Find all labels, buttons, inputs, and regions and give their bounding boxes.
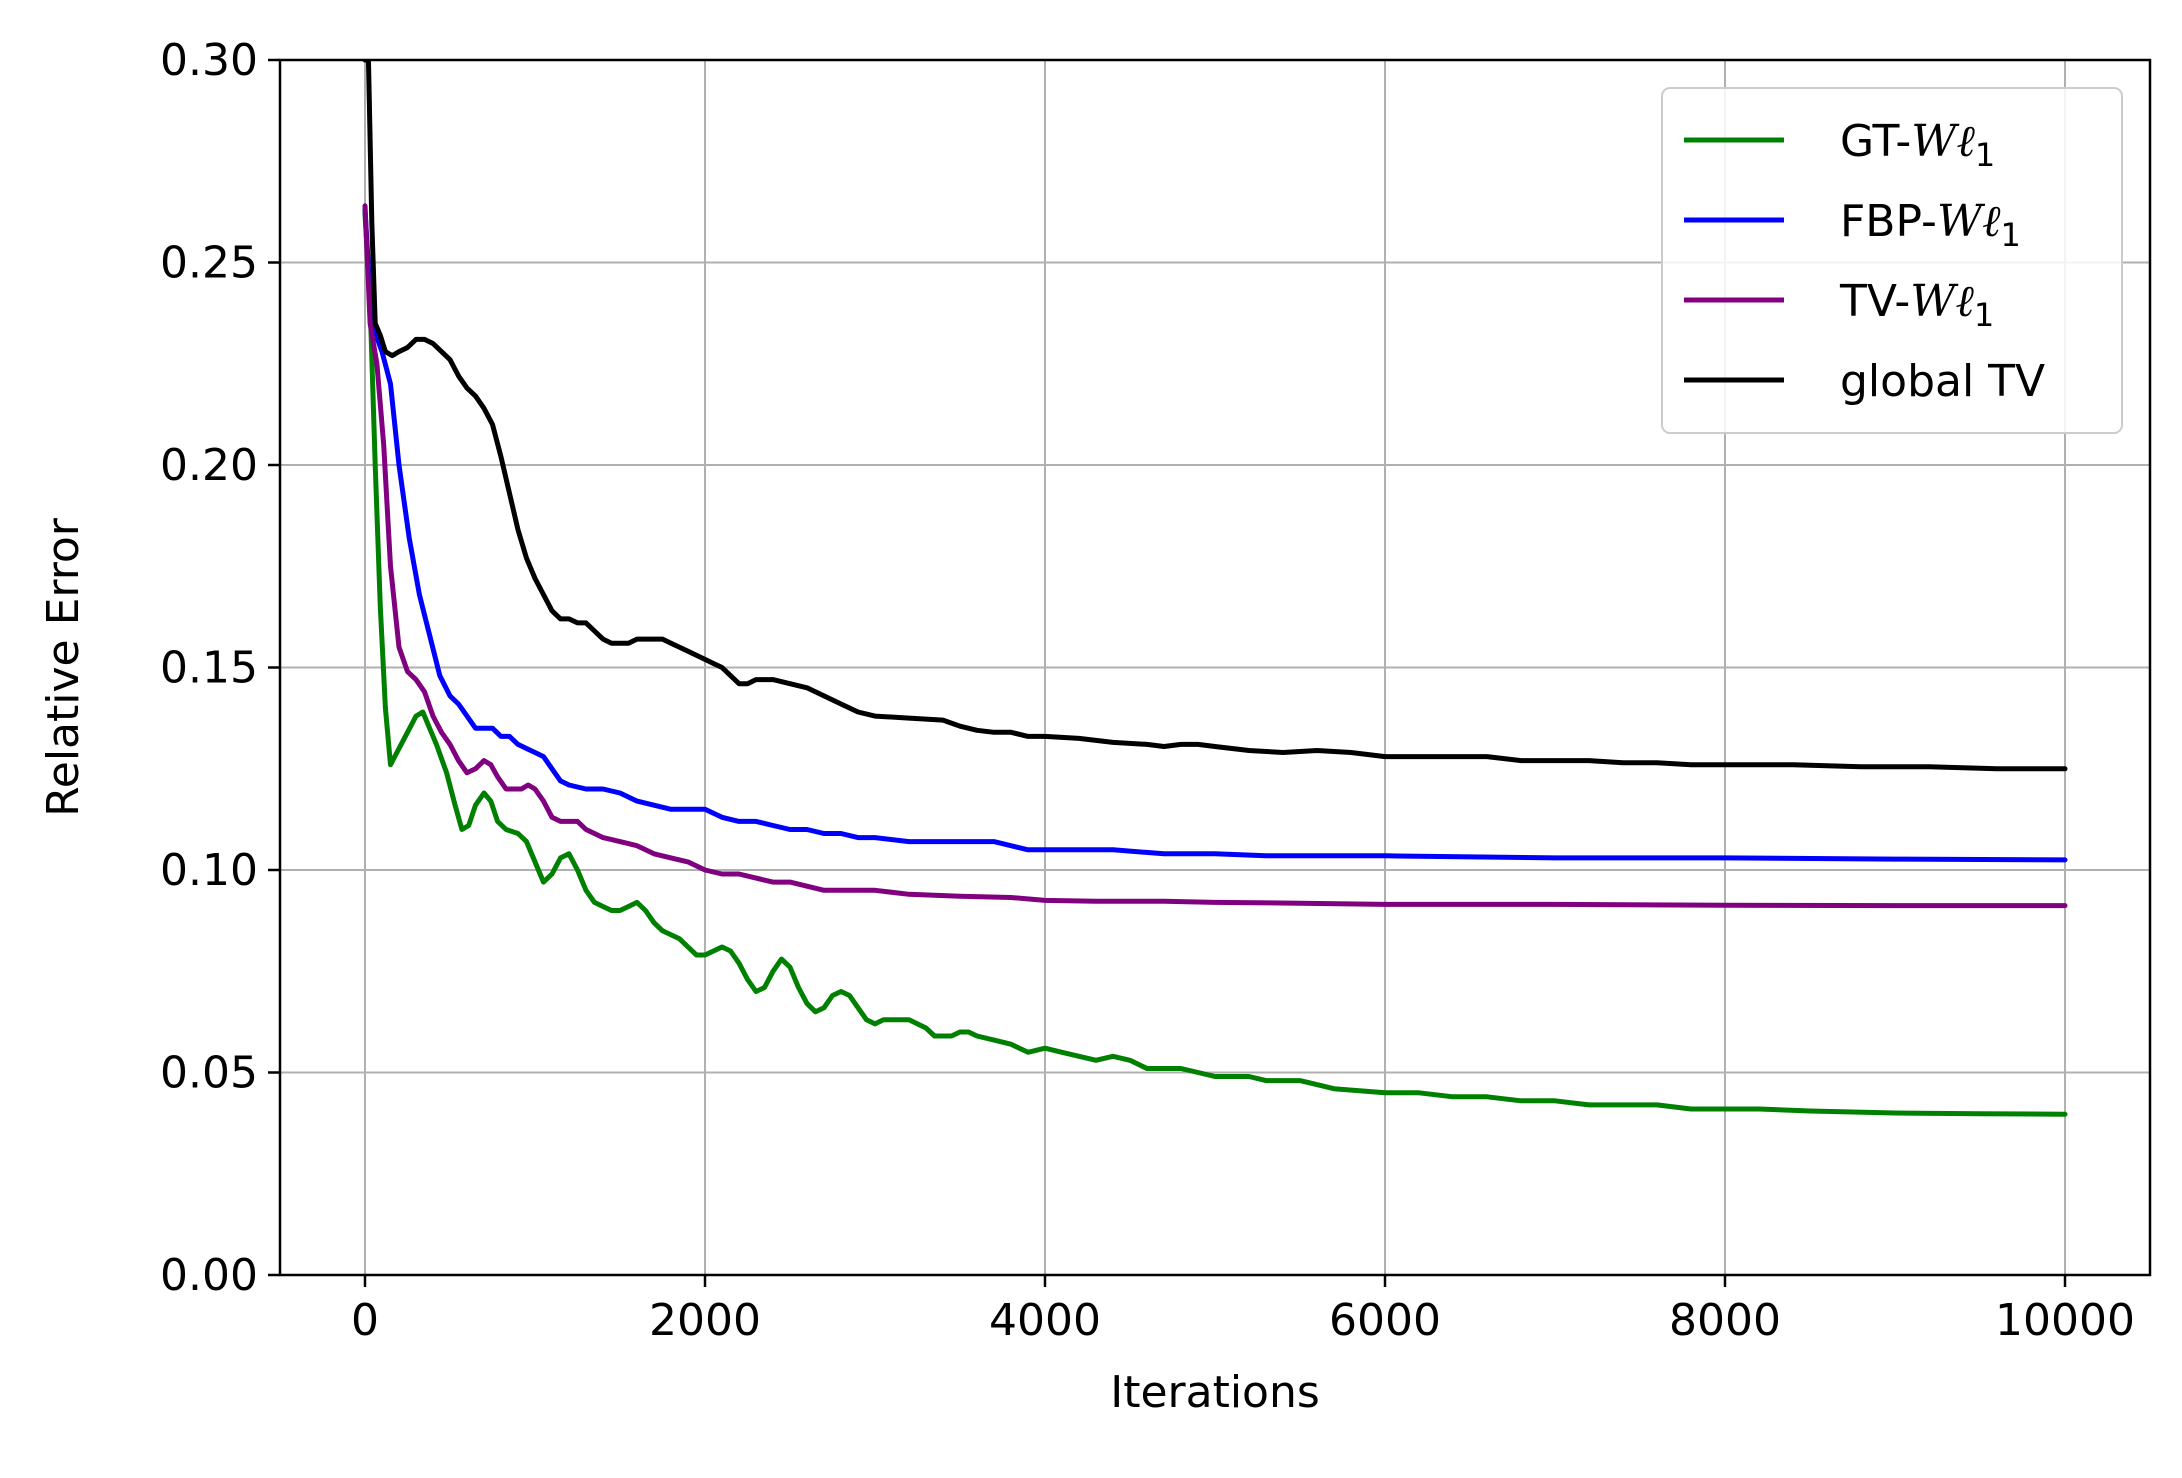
- y-axis-title: Relative Error: [38, 517, 89, 817]
- series-line-gt-wl1: [362, 211, 2068, 1117]
- series-line-fbp-wl1: [362, 207, 2068, 863]
- y-tick-label: 0.25: [160, 238, 258, 289]
- x-tick-label: 4000: [989, 1295, 1101, 1346]
- x-axis-ticks: 0 2000 4000 6000 8000 10000: [351, 1275, 2135, 1346]
- x-axis-title: Iterations: [1110, 1367, 1320, 1418]
- y-tick-label: 0.20: [160, 440, 258, 491]
- x-tick-label: 8000: [1669, 1295, 1781, 1346]
- legend: GT-Wℓ1 FBP-Wℓ1 TV-Wℓ1 global TV: [1661, 87, 2123, 434]
- legend-label: global TV: [1840, 356, 2045, 407]
- x-tick-label: 10000: [1995, 1295, 2135, 1346]
- legend-label: GT-Wℓ1: [1840, 116, 1995, 174]
- x-tick-label: 0: [351, 1295, 379, 1346]
- y-tick-label: 0.30: [160, 35, 258, 86]
- x-tick-label: 2000: [649, 1295, 761, 1346]
- y-tick-label: 0.15: [160, 643, 258, 694]
- legend-label: FBP-Wℓ1: [1840, 196, 2021, 254]
- series-lines: [362, 60, 2068, 1117]
- legend-label: TV-Wℓ1: [1839, 276, 1994, 334]
- y-tick-label: 0.00: [160, 1250, 258, 1301]
- x-tick-label: 6000: [1329, 1295, 1441, 1346]
- grid-lines: [280, 59, 2150, 1276]
- series-line-tv-wl1: [362, 203, 2068, 909]
- y-tick-label: 0.05: [160, 1048, 258, 1099]
- legend-box: [1661, 87, 2123, 434]
- y-axis-ticks: 0.00 0.05 0.10 0.15 0.20 0.25 0.30: [160, 35, 280, 1301]
- series-line-global-tv: [362, 60, 2068, 772]
- y-tick-label: 0.10: [160, 845, 258, 896]
